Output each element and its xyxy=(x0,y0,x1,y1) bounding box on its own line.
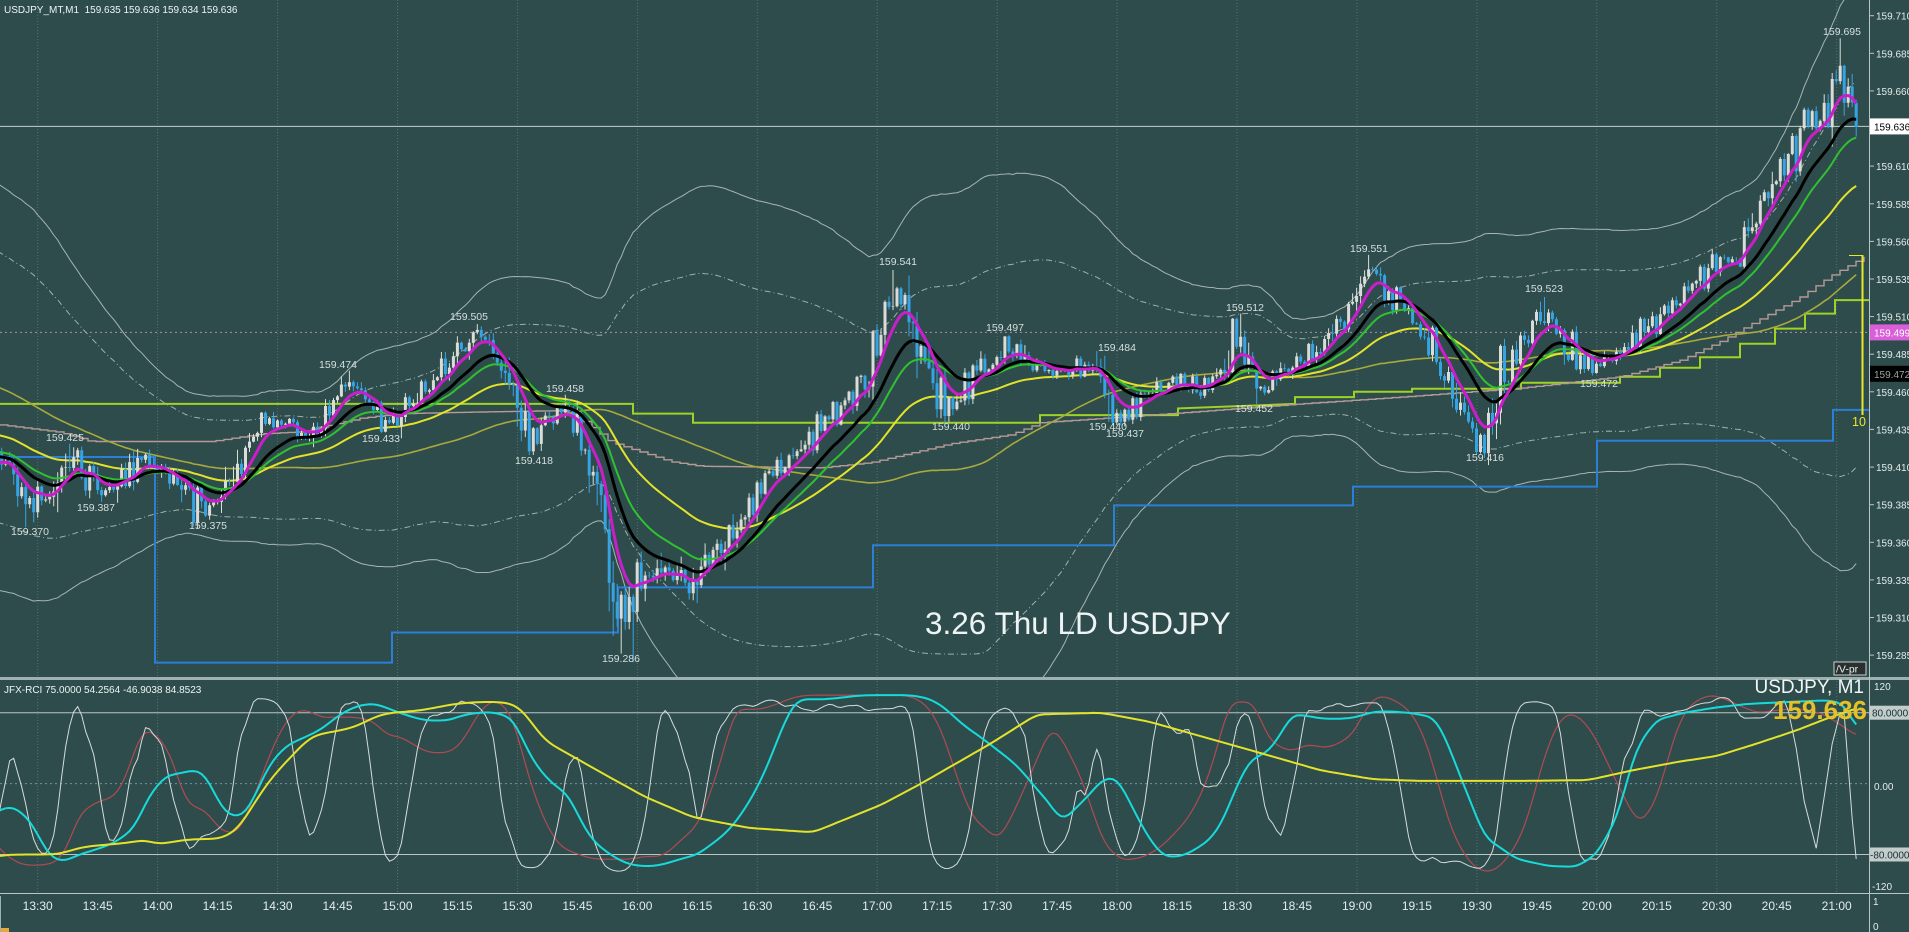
svg-text:159.585: 159.585 xyxy=(1876,200,1909,211)
svg-text:159.485: 159.485 xyxy=(1876,350,1909,361)
svg-text:14:00: 14:00 xyxy=(143,899,173,913)
svg-text:159.440: 159.440 xyxy=(932,421,970,433)
svg-text:20:00: 20:00 xyxy=(1582,899,1612,913)
svg-text:159.440: 159.440 xyxy=(1089,421,1127,433)
svg-text:17:30: 17:30 xyxy=(982,899,1012,913)
svg-text:159.375: 159.375 xyxy=(189,520,227,532)
svg-text:159.685: 159.685 xyxy=(1876,49,1909,60)
svg-text:18:45: 18:45 xyxy=(1282,899,1312,913)
svg-text:159.695: 159.695 xyxy=(1823,26,1861,38)
svg-text:159.660: 159.660 xyxy=(1876,87,1909,98)
svg-text:159.710: 159.710 xyxy=(1876,12,1909,23)
svg-text:14:45: 14:45 xyxy=(322,899,352,913)
svg-text:159.472: 159.472 xyxy=(1874,370,1909,381)
svg-text:15:30: 15:30 xyxy=(502,899,532,913)
svg-text:120: 120 xyxy=(1874,682,1891,693)
svg-text:159.452: 159.452 xyxy=(1235,403,1273,415)
svg-text:159.636: 159.636 xyxy=(1874,122,1909,133)
svg-text:159.435: 159.435 xyxy=(1876,425,1909,436)
svg-text:159.510: 159.510 xyxy=(1876,313,1909,324)
svg-text:15:45: 15:45 xyxy=(562,899,592,913)
svg-text:14:15: 14:15 xyxy=(203,899,233,913)
svg-text:159.505: 159.505 xyxy=(450,311,488,323)
svg-text:JFX-RCI 75.0000 54.2564 -46.90: JFX-RCI 75.0000 54.2564 -46.9038 84.8523 xyxy=(4,685,202,696)
svg-text:17:15: 17:15 xyxy=(922,899,952,913)
svg-text:19:30: 19:30 xyxy=(1462,899,1492,913)
svg-text:19:15: 19:15 xyxy=(1402,899,1432,913)
svg-text:0: 0 xyxy=(1873,922,1879,932)
svg-text:20:15: 20:15 xyxy=(1642,899,1672,913)
svg-text:159.387: 159.387 xyxy=(77,502,115,514)
svg-text:159.425: 159.425 xyxy=(46,432,84,444)
svg-text:/V-pr: /V-pr xyxy=(1836,664,1859,676)
svg-text:159.310: 159.310 xyxy=(1876,614,1909,625)
svg-text:159.610: 159.610 xyxy=(1876,162,1909,173)
svg-text:20:45: 20:45 xyxy=(1762,899,1792,913)
svg-text:16:30: 16:30 xyxy=(742,899,772,913)
svg-text:16:00: 16:00 xyxy=(622,899,652,913)
svg-text:13:30: 13:30 xyxy=(23,899,53,913)
svg-text:159.472: 159.472 xyxy=(1580,378,1618,390)
svg-text:-120: -120 xyxy=(1872,882,1892,893)
svg-text:159.410: 159.410 xyxy=(1876,463,1909,474)
svg-text:-80.0000: -80.0000 xyxy=(1870,851,1909,862)
svg-text:USDJPY, M1: USDJPY, M1 xyxy=(1755,677,1864,698)
svg-text:159.335: 159.335 xyxy=(1876,576,1909,587)
svg-text:159.418: 159.418 xyxy=(515,455,553,467)
svg-text:159.437: 159.437 xyxy=(1106,428,1144,440)
svg-text:14:30: 14:30 xyxy=(263,899,293,913)
svg-text:20:30: 20:30 xyxy=(1702,899,1732,913)
svg-text:159.285: 159.285 xyxy=(1876,651,1909,662)
svg-text:159.636: 159.636 xyxy=(1773,695,1867,725)
svg-text:15:00: 15:00 xyxy=(382,899,412,913)
svg-text:159.499: 159.499 xyxy=(1874,328,1909,339)
svg-text:159.360: 159.360 xyxy=(1876,538,1909,549)
svg-text:1: 1 xyxy=(1873,897,1879,908)
svg-text:10: 10 xyxy=(1852,415,1866,429)
svg-text:21:00: 21:00 xyxy=(1822,899,1852,913)
svg-text:159.416: 159.416 xyxy=(1466,452,1504,464)
svg-text:159.541: 159.541 xyxy=(879,256,917,268)
svg-text:159.286: 159.286 xyxy=(602,653,640,665)
svg-text:16:15: 16:15 xyxy=(682,899,712,913)
svg-text:159.484: 159.484 xyxy=(1098,342,1136,354)
svg-text:18:15: 18:15 xyxy=(1162,899,1192,913)
svg-text:159.385: 159.385 xyxy=(1876,501,1909,512)
svg-text:159.535: 159.535 xyxy=(1876,275,1909,286)
svg-text:159.433: 159.433 xyxy=(362,433,400,445)
svg-text:17:45: 17:45 xyxy=(1042,899,1072,913)
svg-text:15:15: 15:15 xyxy=(442,899,472,913)
svg-text:159.370: 159.370 xyxy=(11,526,49,538)
svg-text:3.26 Thu LD USDJPY: 3.26 Thu LD USDJPY xyxy=(925,605,1231,641)
svg-text:159.523: 159.523 xyxy=(1525,283,1563,295)
svg-text:159.512: 159.512 xyxy=(1226,302,1264,314)
svg-text:159.497: 159.497 xyxy=(986,322,1024,334)
svg-text:159.460: 159.460 xyxy=(1876,388,1909,399)
svg-text:13:45: 13:45 xyxy=(83,899,113,913)
svg-text:19:00: 19:00 xyxy=(1342,899,1372,913)
svg-text:0.00: 0.00 xyxy=(1874,782,1894,793)
svg-text:18:00: 18:00 xyxy=(1102,899,1132,913)
svg-text:17:00: 17:00 xyxy=(862,899,892,913)
svg-text:159.560: 159.560 xyxy=(1876,237,1909,248)
svg-text:159.551: 159.551 xyxy=(1350,243,1388,255)
svg-text:16:45: 16:45 xyxy=(802,899,832,913)
svg-text:18:30: 18:30 xyxy=(1222,899,1252,913)
svg-text:80.0000: 80.0000 xyxy=(1872,709,1909,720)
svg-text:USDJPY_MT,M1 159.635 159.636: USDJPY_MT,M1 159.635 159.636 159.634 159… xyxy=(4,5,238,16)
svg-text:159.474: 159.474 xyxy=(319,359,357,371)
svg-text:19:45: 19:45 xyxy=(1522,899,1552,913)
svg-text:159.458: 159.458 xyxy=(546,383,584,395)
